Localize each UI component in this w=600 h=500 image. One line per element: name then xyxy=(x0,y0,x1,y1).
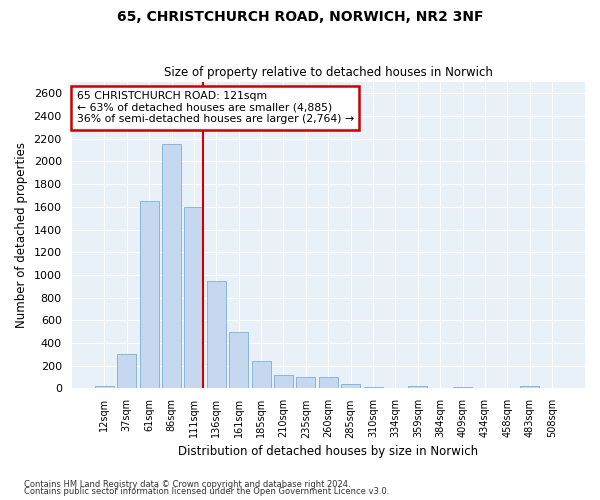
Y-axis label: Number of detached properties: Number of detached properties xyxy=(15,142,28,328)
Bar xyxy=(184,207,203,388)
Bar xyxy=(364,387,383,388)
Bar xyxy=(229,332,248,388)
Bar xyxy=(251,360,271,388)
Bar xyxy=(409,386,427,388)
Bar xyxy=(117,354,136,388)
Bar xyxy=(453,387,472,388)
Bar xyxy=(207,280,226,388)
Bar xyxy=(520,386,539,388)
Bar xyxy=(140,201,158,388)
Text: Contains HM Land Registry data © Crown copyright and database right 2024.: Contains HM Land Registry data © Crown c… xyxy=(24,480,350,489)
Bar xyxy=(296,376,316,388)
X-axis label: Distribution of detached houses by size in Norwich: Distribution of detached houses by size … xyxy=(178,444,478,458)
Text: 65, CHRISTCHURCH ROAD, NORWICH, NR2 3NF: 65, CHRISTCHURCH ROAD, NORWICH, NR2 3NF xyxy=(117,10,483,24)
Bar xyxy=(95,386,114,388)
Text: 65 CHRISTCHURCH ROAD: 121sqm
← 63% of detached houses are smaller (4,885)
36% of: 65 CHRISTCHURCH ROAD: 121sqm ← 63% of de… xyxy=(77,91,354,124)
Bar xyxy=(319,377,338,388)
Text: Contains public sector information licensed under the Open Government Licence v3: Contains public sector information licen… xyxy=(24,487,389,496)
Bar xyxy=(341,384,360,388)
Bar xyxy=(162,144,181,388)
Bar xyxy=(274,375,293,388)
Title: Size of property relative to detached houses in Norwich: Size of property relative to detached ho… xyxy=(164,66,493,80)
